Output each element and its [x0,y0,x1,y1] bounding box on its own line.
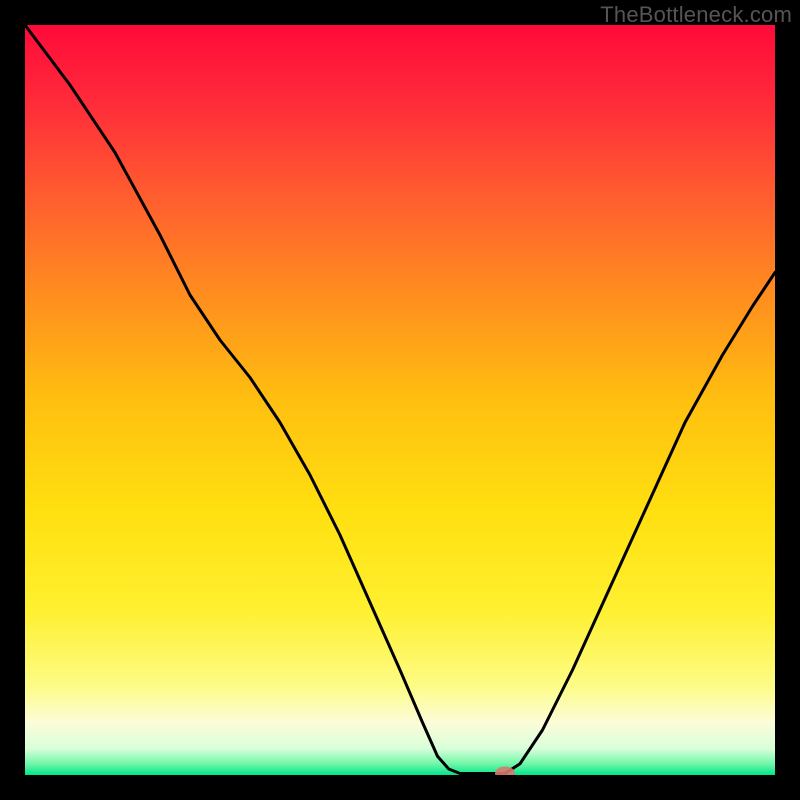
watermark-text: TheBottleneck.com [600,2,792,28]
gradient-background [25,25,775,775]
chart-svg [25,25,775,775]
chart-frame: TheBottleneck.com [0,0,800,800]
plot-area [25,25,775,775]
